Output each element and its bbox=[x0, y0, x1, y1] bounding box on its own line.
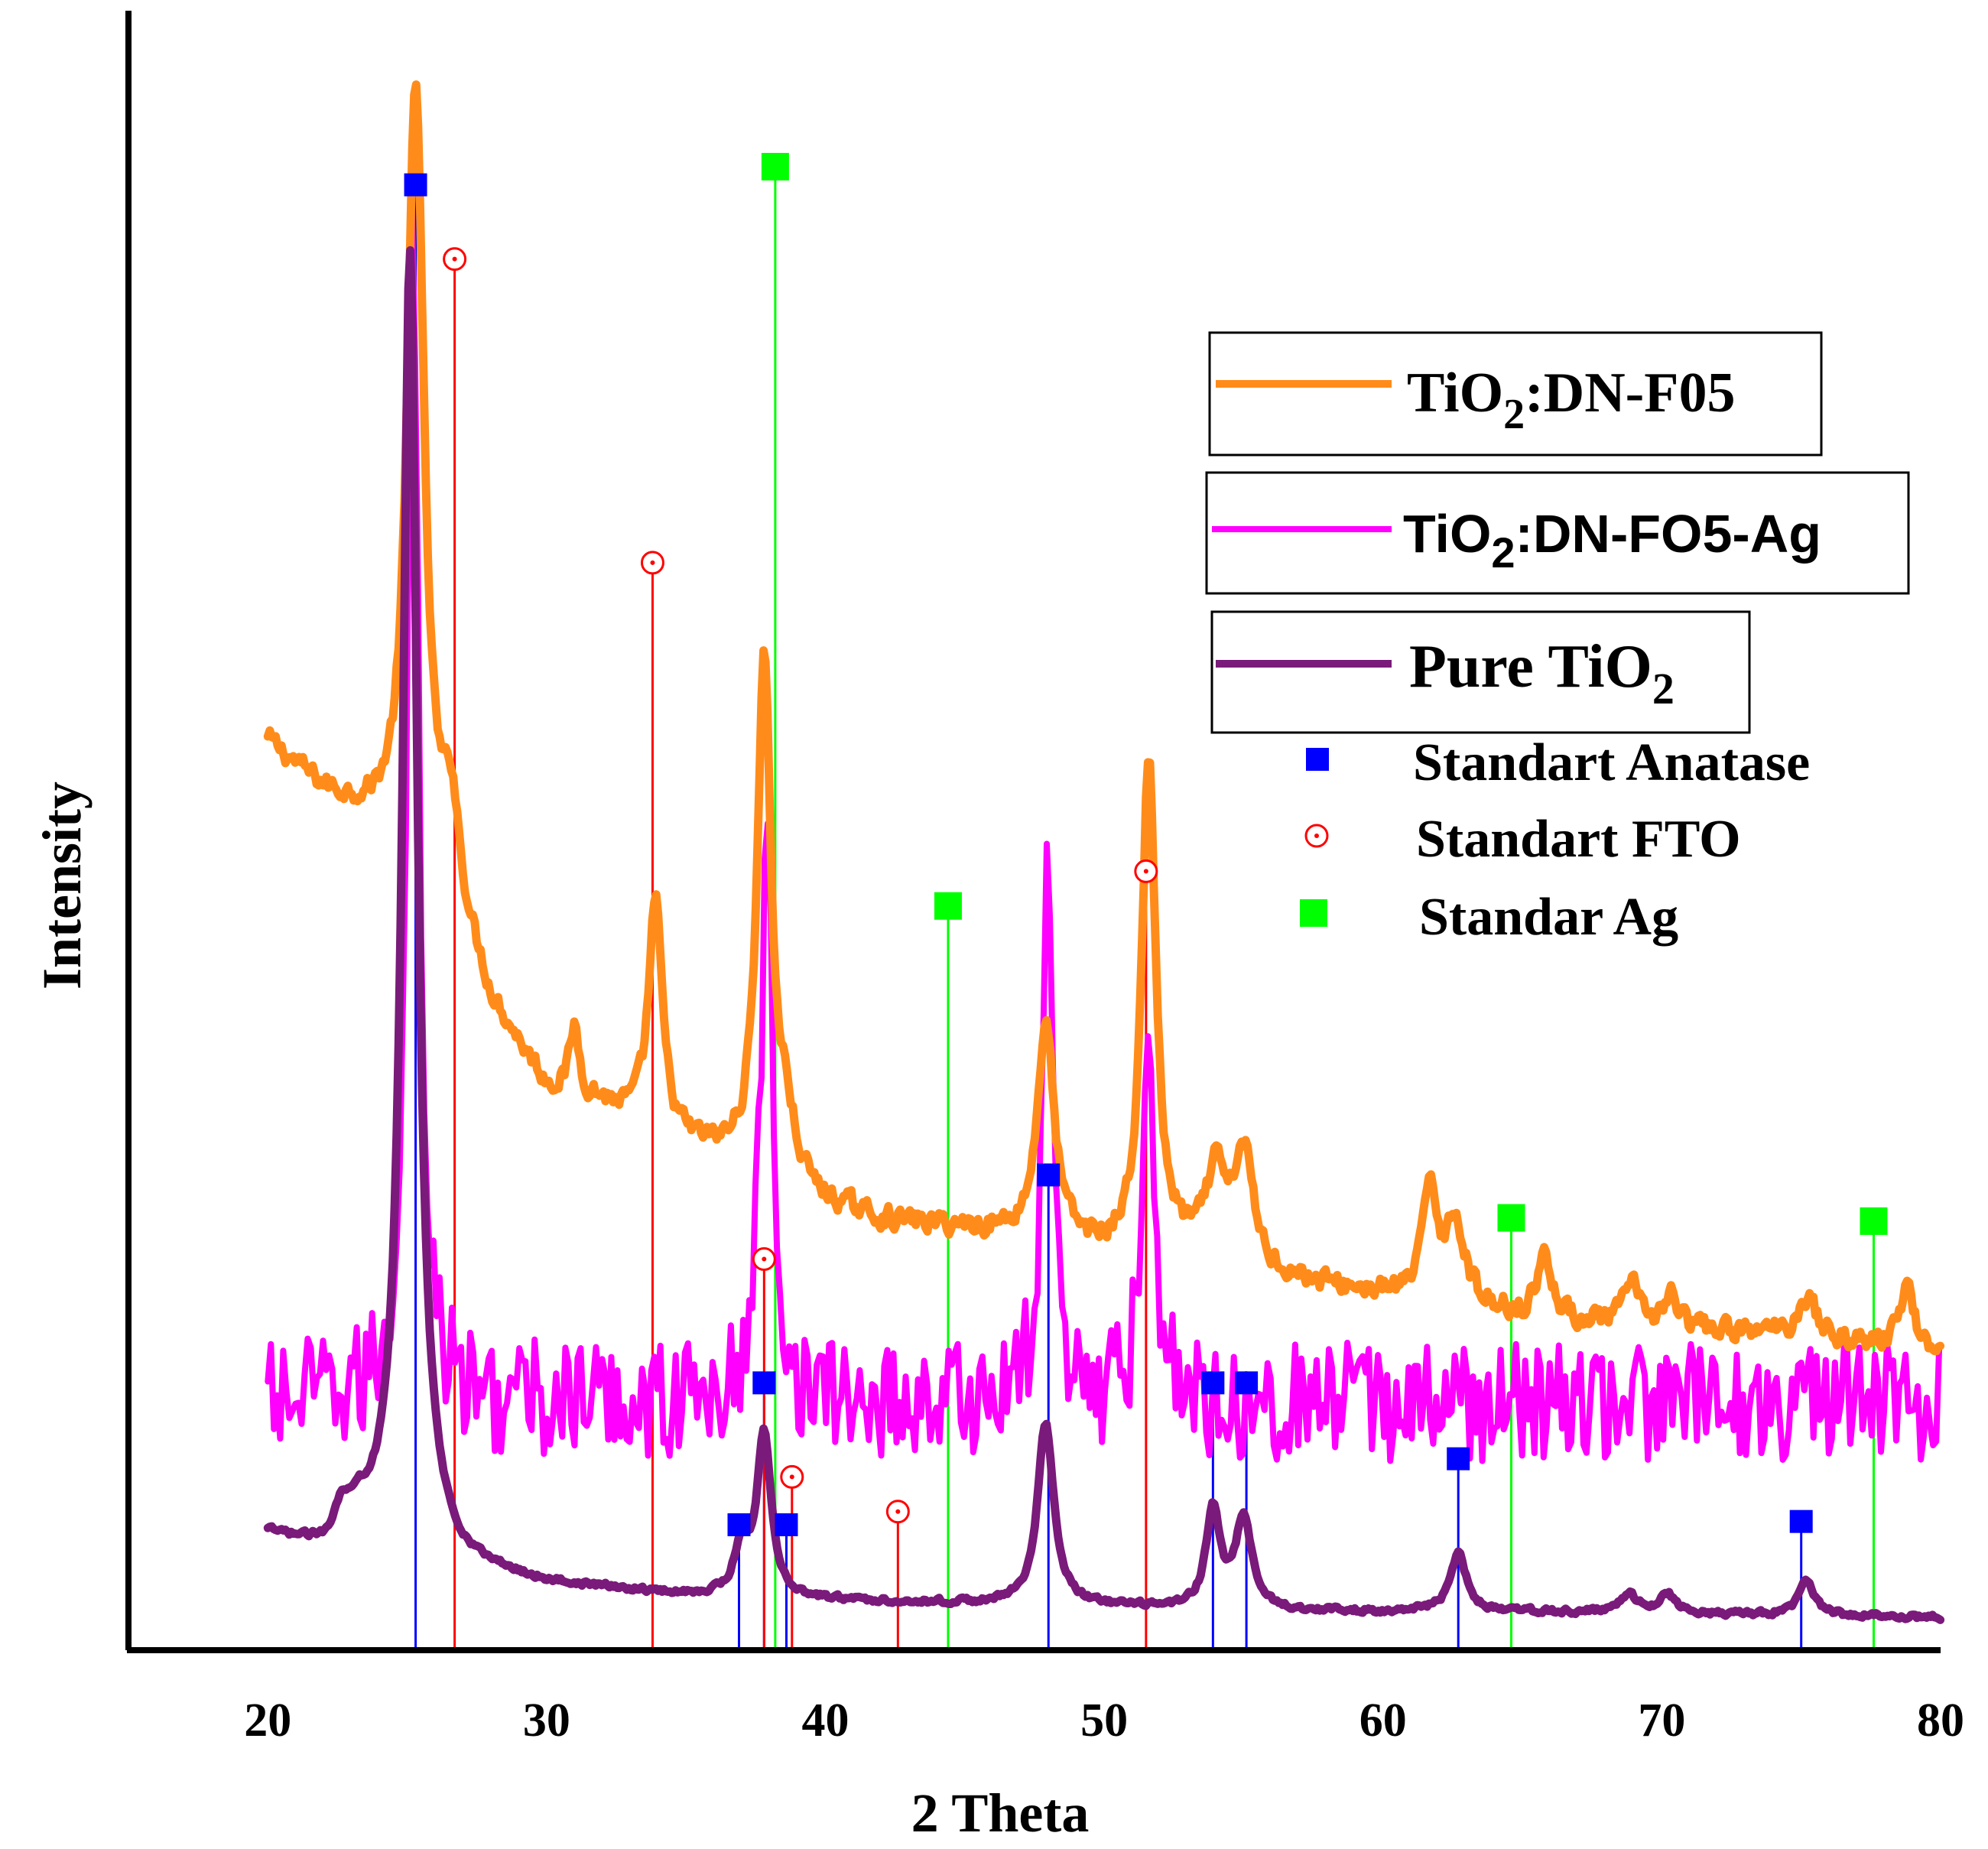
series-layer bbox=[263, 80, 1945, 1624]
x-axis-label: 2 Theta bbox=[911, 1782, 1090, 1844]
legend-label-dn-fo5-ag: TiO2:DN-FO5-Ag bbox=[1403, 504, 1821, 577]
ref-marker-ag bbox=[761, 152, 789, 180]
legend-label-ag: Standar Ag bbox=[1419, 888, 1678, 947]
ref-marker-anatase bbox=[1235, 1371, 1259, 1395]
legend: TiO2:DN-F05 TiO2:DN-FO5-Ag Pure TiO2 Sta… bbox=[1205, 331, 1910, 947]
legend-marker-fto-dot bbox=[1314, 834, 1319, 838]
x-tick-label: 60 bbox=[1359, 1695, 1407, 1747]
legend-marker-fto bbox=[1304, 824, 1329, 848]
ref-marker-anatase bbox=[1037, 1163, 1061, 1187]
x-tick-label: 40 bbox=[802, 1695, 849, 1747]
legend-box-dn-fo5-ag bbox=[1205, 471, 1910, 595]
legend-marker-ag bbox=[1300, 899, 1327, 927]
legend-marker-anatase bbox=[1306, 748, 1329, 771]
ref-marker-fto-dot bbox=[762, 1256, 767, 1262]
series-line-dn-f05 bbox=[263, 80, 1945, 1356]
ref-marker-anatase bbox=[1201, 1371, 1225, 1395]
x-tick-label: 30 bbox=[523, 1695, 570, 1747]
legend-label-pure-tio2: Pure TiO2 bbox=[1409, 633, 1675, 713]
legend-box-dn-f05 bbox=[1208, 331, 1823, 457]
ref-marker-fto-dot bbox=[895, 1509, 901, 1514]
ref-marker-anatase bbox=[775, 1513, 798, 1536]
legend-box-pure-tio2 bbox=[1210, 610, 1751, 734]
ref-marker-anatase bbox=[1789, 1509, 1813, 1533]
x-tick-label: 20 bbox=[244, 1695, 291, 1747]
ref-marker-anatase bbox=[727, 1513, 751, 1536]
x-tick-label: 70 bbox=[1638, 1695, 1685, 1747]
x-tick-label: 80 bbox=[1917, 1695, 1964, 1747]
reference-sticks bbox=[414, 166, 1875, 1650]
legend-label-anatase: Standart Anatase bbox=[1413, 733, 1810, 792]
ref-marker-fto-dot bbox=[650, 560, 655, 565]
ref-marker-fto-dot bbox=[789, 1474, 794, 1480]
ref-marker-ag bbox=[1860, 1207, 1888, 1235]
y-axis-label: Intensity bbox=[31, 782, 93, 989]
ref-marker-ag bbox=[1497, 1204, 1525, 1232]
ref-marker-anatase bbox=[1447, 1447, 1470, 1470]
ref-marker-fto-dot bbox=[452, 256, 457, 262]
reference-markers bbox=[404, 152, 1888, 1536]
legend-label-dn-f05: TiO2:DN-F05 bbox=[1407, 362, 1736, 438]
ref-marker-fto-dot bbox=[1143, 869, 1148, 874]
x-tick-labels: 20 30 40 50 60 70 80 bbox=[244, 1695, 1964, 1747]
legend-label-fto: Standart FTO bbox=[1416, 810, 1741, 869]
series-line-dn-fo5-ag bbox=[265, 210, 1943, 1464]
x-tick-label: 50 bbox=[1080, 1695, 1128, 1747]
ref-marker-ag bbox=[934, 892, 962, 920]
ref-marker-anatase bbox=[404, 173, 427, 197]
ref-marker-anatase bbox=[752, 1371, 776, 1395]
series-line-pure-tio2 bbox=[263, 245, 1945, 1624]
